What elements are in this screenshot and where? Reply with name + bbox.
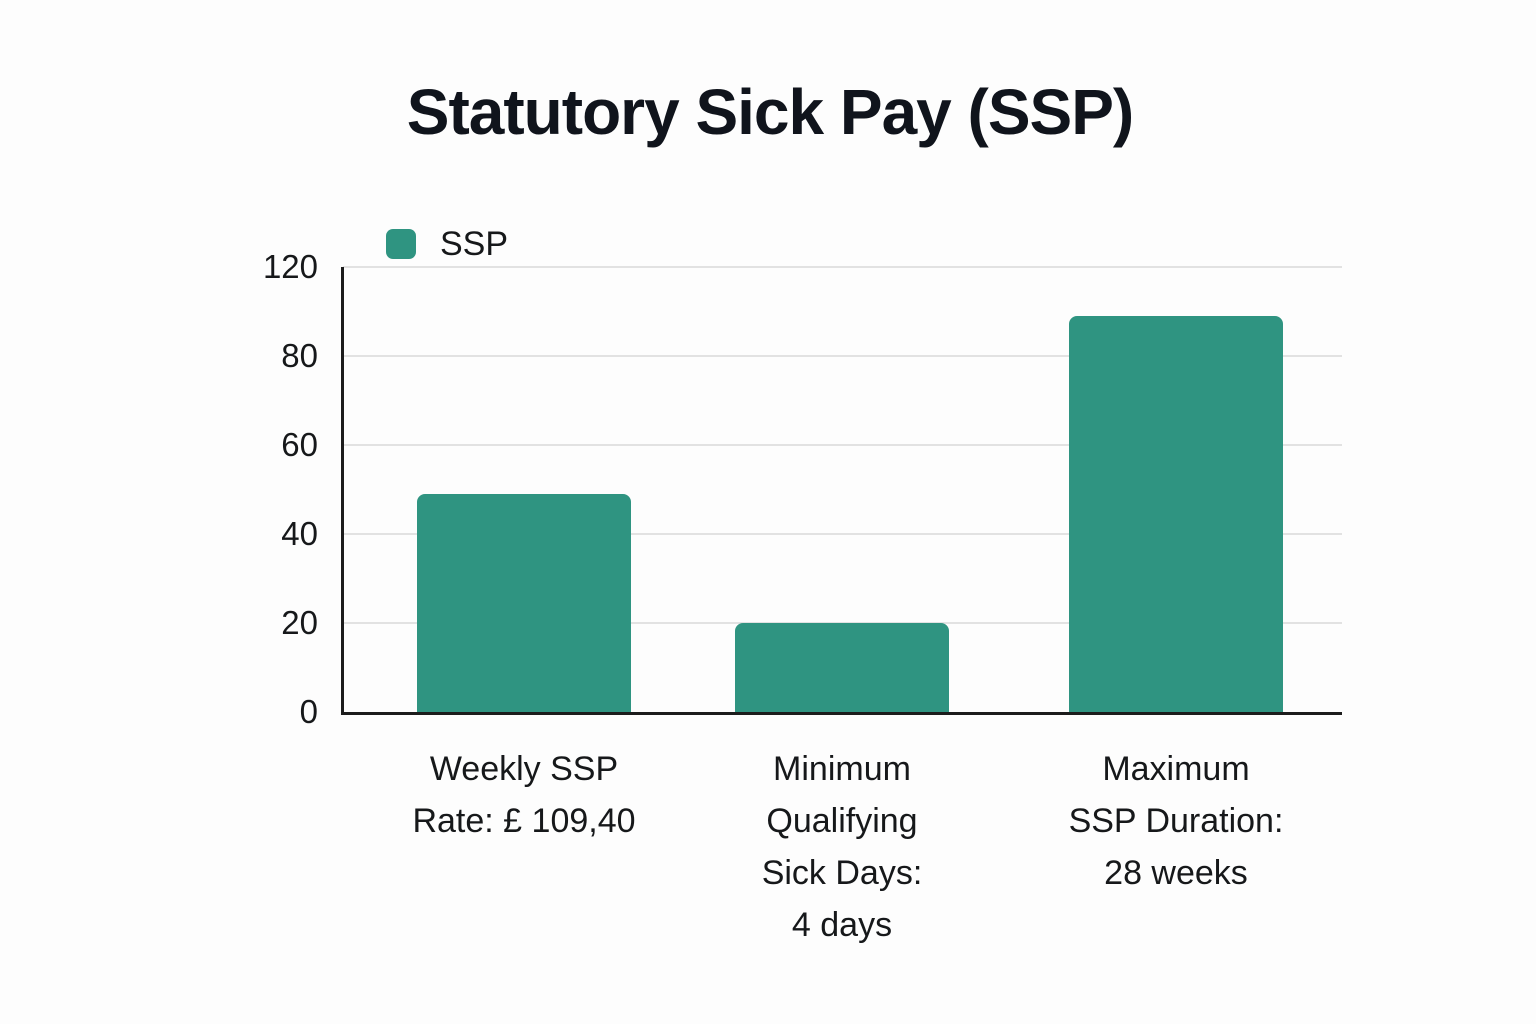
bar bbox=[735, 623, 949, 712]
y-axis-tick-label: 20 bbox=[281, 604, 318, 641]
legend-swatch-icon bbox=[386, 229, 416, 259]
legend-label: SSP bbox=[440, 225, 509, 263]
y-axis-tick-label: 40 bbox=[281, 515, 318, 552]
y-axis-tick-label: 80 bbox=[281, 337, 318, 374]
x-axis-line bbox=[341, 712, 1342, 715]
y-axis-tick-label: 0 bbox=[299, 693, 318, 730]
bar bbox=[1069, 316, 1283, 712]
y-axis-line bbox=[341, 267, 344, 715]
gridline bbox=[343, 533, 1342, 535]
gridline bbox=[343, 355, 1342, 357]
x-axis-category-label: Weekly SSP Rate: £ 109,40 bbox=[412, 750, 636, 840]
x-axis-category-label: Minimum Qualifying Sick Days: 4 days bbox=[761, 750, 923, 944]
gridline bbox=[343, 266, 1342, 268]
legend: SSP bbox=[386, 225, 509, 263]
chart-title: Statutory Sick Pay (SSP) bbox=[406, 76, 1134, 148]
y-axis-tick-label: 120 bbox=[262, 248, 318, 285]
gridline bbox=[343, 444, 1342, 446]
bar bbox=[417, 494, 631, 712]
y-axis-tick-label: 60 bbox=[281, 426, 318, 463]
x-axis-category-label: Maximum SSP Duration: 28 weeks bbox=[1068, 750, 1284, 892]
